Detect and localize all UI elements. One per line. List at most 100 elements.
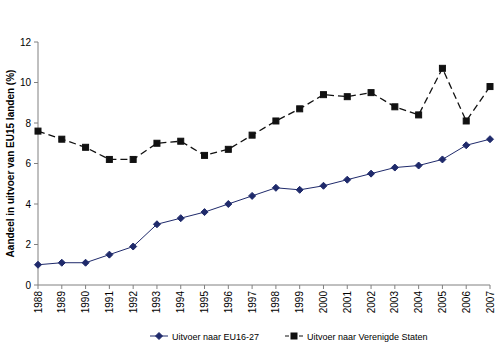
x-tick xyxy=(323,285,324,289)
x-tick-label: 1995 xyxy=(199,291,210,314)
x-tick xyxy=(38,285,39,289)
x-tick-label: 2003 xyxy=(389,291,400,314)
x-tick xyxy=(299,285,300,289)
data-point xyxy=(416,112,422,118)
data-point xyxy=(59,136,65,142)
x-tick xyxy=(180,285,181,289)
x-tick xyxy=(156,285,157,289)
data-point xyxy=(439,65,445,71)
data-point xyxy=(344,94,350,100)
x-tick-label: 1996 xyxy=(223,291,234,314)
data-point xyxy=(320,92,326,98)
data-point xyxy=(368,90,374,96)
y-tick xyxy=(34,244,38,245)
data-point xyxy=(201,209,208,216)
x-tick-label: 2001 xyxy=(342,291,353,314)
data-point xyxy=(154,140,160,146)
data-point xyxy=(130,156,136,162)
data-point xyxy=(439,156,446,163)
y-tick-label: 4 xyxy=(25,199,31,210)
data-point xyxy=(249,192,256,199)
data-point xyxy=(82,259,89,266)
y-tick-label: 12 xyxy=(20,37,32,48)
x-tick xyxy=(466,285,467,289)
data-point xyxy=(225,146,231,152)
data-point xyxy=(487,136,494,143)
data-point xyxy=(487,84,493,90)
x-tick xyxy=(394,285,395,289)
legend-marker xyxy=(291,333,297,339)
x-tick xyxy=(85,285,86,289)
legend-marker xyxy=(156,333,163,340)
x-tick-label: 1989 xyxy=(56,291,67,314)
y-tick-label: 6 xyxy=(25,158,31,169)
x-tick-label: 1988 xyxy=(33,291,44,314)
x-tick xyxy=(371,285,372,289)
y-tick xyxy=(34,123,38,124)
x-tick xyxy=(109,285,110,289)
y-tick-label: 0 xyxy=(25,280,31,291)
data-point xyxy=(415,162,422,169)
series-line xyxy=(38,68,490,159)
data-point xyxy=(392,104,398,110)
x-tick-label: 2005 xyxy=(437,291,448,314)
x-tick xyxy=(347,285,348,289)
y-axis-label: Aandeel in uitvoer van EU15 landen (%) xyxy=(5,70,16,258)
x-tick xyxy=(442,285,443,289)
plot-area xyxy=(35,65,494,268)
y-tick xyxy=(34,285,38,286)
x-tick-label: 1997 xyxy=(247,291,258,314)
data-point xyxy=(273,118,279,124)
data-point xyxy=(202,152,208,158)
x-tick xyxy=(490,285,491,289)
x-tick xyxy=(228,285,229,289)
x-tick-label: 1998 xyxy=(270,291,281,314)
data-point xyxy=(83,144,89,150)
y-tick xyxy=(34,163,38,164)
x-tick xyxy=(275,285,276,289)
data-point xyxy=(463,118,469,124)
x-tick-label: 1994 xyxy=(175,291,186,314)
x-tick xyxy=(133,285,134,289)
data-point xyxy=(177,215,184,222)
x-tick-label: 2000 xyxy=(318,291,329,314)
y-tick-label: 10 xyxy=(20,77,32,88)
x-axis xyxy=(38,285,490,286)
data-point xyxy=(35,261,42,268)
x-tick-label: 2007 xyxy=(485,291,496,314)
legend-label: Uitvoer naar Verenigde Staten xyxy=(307,332,428,342)
series-line xyxy=(38,139,490,265)
y-tick-label: 2 xyxy=(25,239,31,250)
data-point xyxy=(344,176,351,183)
data-point xyxy=(391,164,398,171)
y-tick xyxy=(34,204,38,205)
x-tick-label: 1990 xyxy=(80,291,91,314)
data-point xyxy=(297,106,303,112)
data-point xyxy=(463,142,470,149)
data-point xyxy=(249,132,255,138)
x-tick-label: 2002 xyxy=(366,291,377,314)
y-tick xyxy=(34,82,38,83)
x-tick xyxy=(418,285,419,289)
x-tick-label: 1992 xyxy=(128,291,139,314)
x-tick-label: 2004 xyxy=(413,291,424,314)
y-tick xyxy=(34,42,38,43)
x-tick xyxy=(61,285,62,289)
data-point xyxy=(106,156,112,162)
data-point xyxy=(178,138,184,144)
data-point xyxy=(130,243,137,250)
data-point xyxy=(368,170,375,177)
data-point xyxy=(35,128,41,134)
y-tick-label: 8 xyxy=(25,118,31,129)
data-point xyxy=(106,251,113,258)
x-tick xyxy=(252,285,253,289)
data-point xyxy=(272,184,279,191)
legend: Uitvoer naar EU16-27 Uitvoer naar Verenig… xyxy=(150,332,428,342)
x-tick xyxy=(204,285,205,289)
chart: 0246810121988198919901991199219931994199… xyxy=(0,0,500,348)
data-point xyxy=(296,186,303,193)
legend-label: Uitvoer naar EU16-27 xyxy=(172,332,259,342)
x-tick-label: 2006 xyxy=(461,291,472,314)
x-tick-label: 1993 xyxy=(151,291,162,314)
data-point xyxy=(153,221,160,228)
